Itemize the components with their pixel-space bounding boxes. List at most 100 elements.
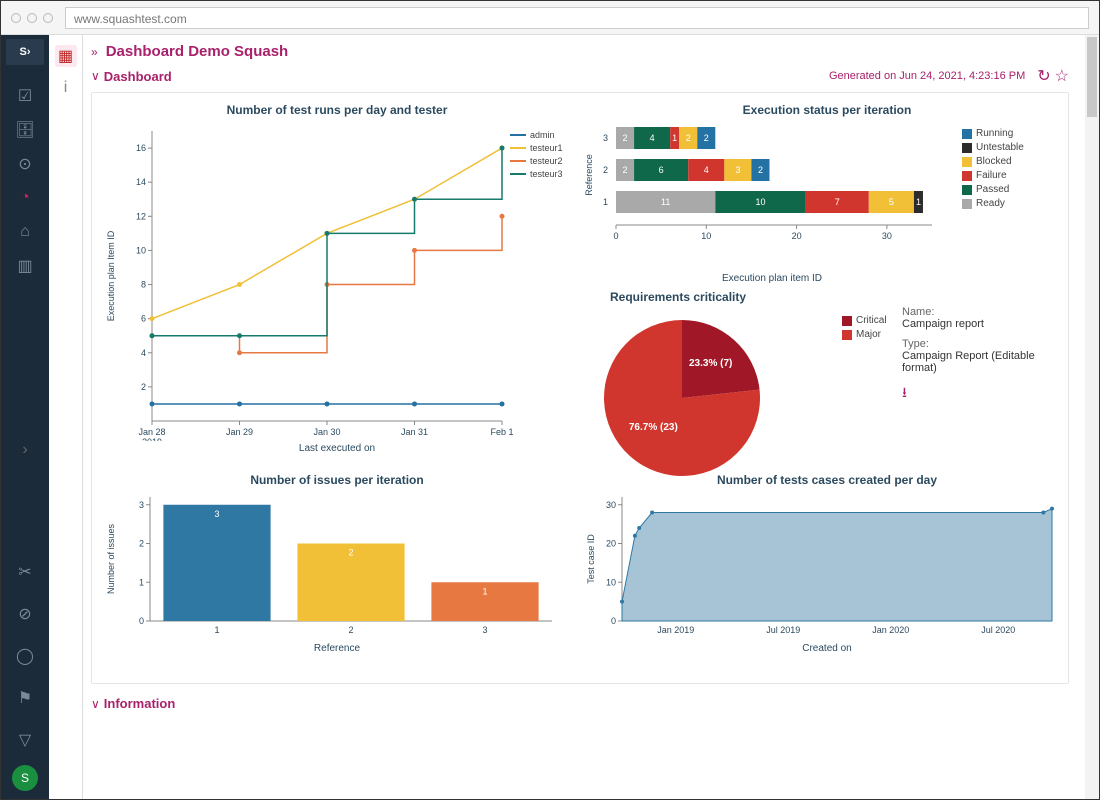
info-section-title: Information [104,696,176,711]
page-title: Dashboard Demo Squash [106,43,289,60]
svg-text:0: 0 [611,616,616,626]
svg-text:8: 8 [141,280,146,290]
section-title: Dashboard [104,69,172,84]
nav-flag-icon[interactable]: ⚑ [1,681,49,715]
svg-text:3: 3 [603,133,608,143]
info-chevron-icon[interactable]: ∨ [91,697,100,711]
svg-text:2: 2 [623,165,628,175]
svg-text:4: 4 [141,348,146,358]
report-type-label: Type: [902,338,1072,350]
svg-text:Jan 2019: Jan 2019 [657,625,694,635]
svg-text:Jan 30: Jan 30 [313,427,340,437]
svg-text:2: 2 [623,133,628,143]
svg-text:2: 2 [704,133,709,143]
secondary-nav: ▦ i [49,35,83,799]
svg-text:3: 3 [214,509,219,519]
svg-text:Reference: Reference [584,154,594,196]
svg-text:Jan 31: Jan 31 [401,427,428,437]
nav-chart-icon[interactable]: ◔ [1,181,49,215]
svg-text:4: 4 [650,133,655,143]
svg-text:1: 1 [482,586,487,596]
report-name-label: Name: [902,306,1072,318]
stacked-chart: 241223264322111075110102030Reference [582,121,962,271]
download-icon[interactable]: ⭳ [902,382,1072,406]
area-chart-title: Number of tests cases created per day [582,473,1072,487]
svg-text:Test case ID: Test case ID [586,534,596,584]
pie-title: Requirements criticality [582,290,842,304]
brand-logo[interactable]: S› [6,39,44,65]
nav-sidebar: S› ☑ 🗄 ⊙ ◔ ⌂ ▥ › ✂ ⊘ ◯ ⚑ ▽ S [1,35,49,799]
bar-xlabel: Reference [102,643,572,654]
user-avatar[interactable]: S [12,765,38,791]
svg-text:0: 0 [139,616,144,626]
svg-text:23.3% (7): 23.3% (7) [689,358,732,369]
svg-text:14: 14 [136,177,146,187]
main-content: » Dashboard Demo Squash ∨ Dashboard Gene… [83,35,1085,799]
svg-text:2: 2 [603,165,608,175]
nav-filter-icon[interactable]: ▽ [1,723,49,757]
nav-play-icon[interactable]: ⊙ [1,147,49,181]
stacked-xlabel: Execution plan item ID [582,273,962,284]
svg-text:2: 2 [686,133,691,143]
svg-text:testeur2: testeur2 [530,156,563,166]
right-top-panel: Execution status per iteration 241223264… [582,103,1072,463]
scrollbar[interactable] [1085,35,1099,799]
nav-expand-icon[interactable]: › [1,433,49,467]
window-controls[interactable] [11,13,53,23]
nav-help-icon[interactable]: ◯ [1,639,49,673]
nav-building-icon[interactable]: ▥ [1,249,49,283]
refresh-icon[interactable]: ↻ [1037,66,1050,86]
svg-text:Execution plan Item ID: Execution plan Item ID [106,230,116,321]
svg-text:1: 1 [916,197,921,207]
url-bar[interactable]: www.squashtest.com [65,7,1089,29]
section-chevron-icon[interactable]: ∨ [91,69,100,83]
svg-text:Jan 29: Jan 29 [226,427,253,437]
nav-tree-icon[interactable]: 🗄 [1,113,49,147]
svg-text:2: 2 [348,548,353,558]
nav-bug-icon[interactable]: ⊘ [1,597,49,631]
svg-text:1: 1 [672,133,677,143]
svg-text:76.7% (23): 76.7% (23) [629,422,678,433]
breadcrumb-back-icon[interactable]: » [91,45,98,59]
report-name: Campaign report [902,318,1072,330]
svg-text:10: 10 [755,197,765,207]
svg-text:testeur1: testeur1 [530,143,563,153]
nav-tools-icon[interactable]: ✂ [1,555,49,589]
svg-text:30: 30 [606,500,616,510]
svg-text:Jul 2019: Jul 2019 [766,625,800,635]
browser-frame: www.squashtest.com S› ☑ 🗄 ⊙ ◔ ⌂ ▥ › ✂ ⊘ … [0,0,1100,800]
svg-text:testeur3: testeur3 [530,169,563,179]
nav-robot-icon[interactable]: ⌂ [1,215,49,249]
bar-chart-panel: Number of issues per iteration 012331221… [102,473,572,673]
nav-check-icon[interactable]: ☑ [1,79,49,113]
svg-text:Number of issues: Number of issues [106,523,116,594]
svg-text:1: 1 [603,197,608,207]
stacked-legend: RunningUntestableBlockedFailurePassedRea… [962,121,1024,271]
line-chart-xlabel: Last executed on [102,443,572,454]
svg-text:20: 20 [792,231,802,241]
favorite-icon[interactable]: ☆ [1055,66,1069,86]
view-grid-icon[interactable]: ▦ [55,45,77,67]
svg-text:7: 7 [835,197,840,207]
view-info-icon[interactable]: i [55,77,77,99]
svg-text:4: 4 [704,165,709,175]
svg-text:0: 0 [613,231,618,241]
area-chart-panel: Number of tests cases created per day 01… [582,473,1072,673]
svg-text:3: 3 [482,625,487,635]
browser-toolbar: www.squashtest.com [1,1,1099,35]
area-chart: 0102030Jan 2019Jul 2019Jan 2020Jul 2020T… [582,491,1072,641]
svg-text:3: 3 [735,165,740,175]
bar-chart: 0123312213Number of issues [102,491,572,641]
bar-chart-title: Number of issues per iteration [102,473,572,487]
dashboard-grid: Number of test runs per day and tester 2… [91,92,1069,684]
line-chart-panel: Number of test runs per day and tester 2… [102,103,572,463]
svg-text:6: 6 [141,314,146,324]
svg-text:Jan 2020: Jan 2020 [872,625,909,635]
svg-text:2: 2 [758,165,763,175]
svg-text:16: 16 [136,143,146,153]
line-chart-title: Number of test runs per day and tester [102,103,572,117]
area-xlabel: Created on [582,643,1072,654]
svg-text:20: 20 [606,539,616,549]
svg-text:10: 10 [701,231,711,241]
line-chart: 246810121416Jan 282019Jan 29Jan 30Jan 31… [102,121,572,441]
